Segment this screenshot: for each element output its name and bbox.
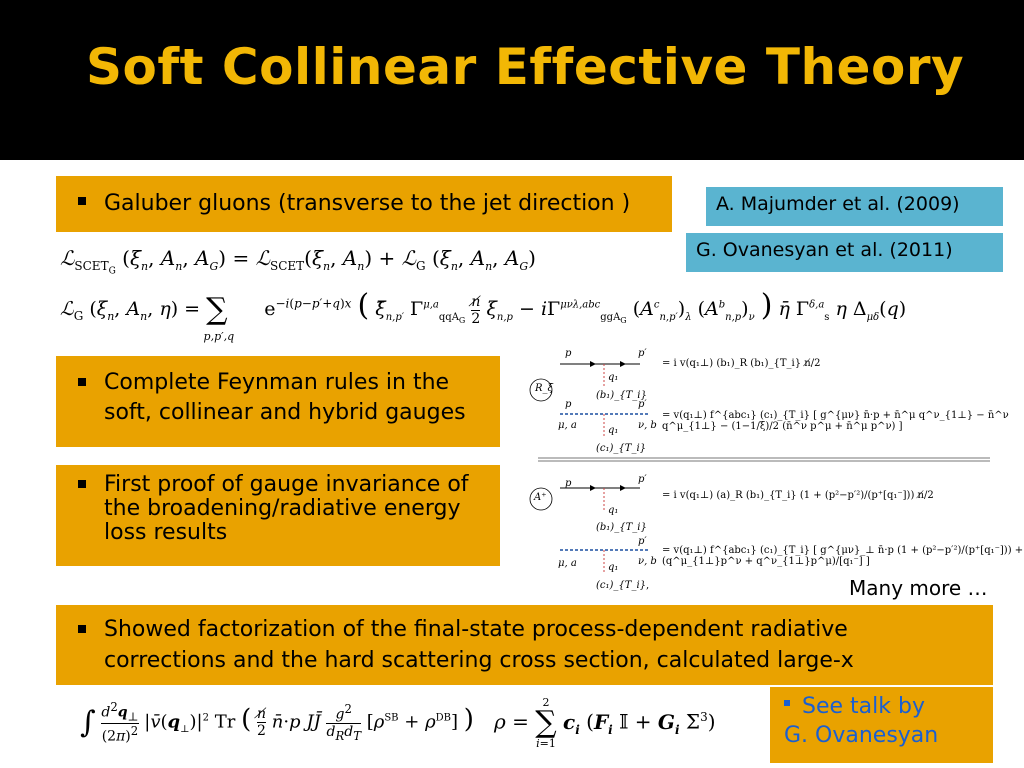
reference-majumder: A. Majumder et al. (2009)	[706, 187, 1003, 226]
label-q1-4: q₁	[608, 562, 619, 573]
glauber-bullet-text: Galuber gluons (transverse to the jet di…	[104, 191, 631, 216]
factorization-bullet-text: Showed factorization of the final-state …	[104, 617, 854, 673]
label-p-2: p	[565, 399, 572, 410]
bullet-icon	[78, 625, 86, 633]
bullet-icon	[78, 480, 86, 488]
label-p-1: p	[565, 348, 572, 359]
bottom-integral-equation: ∫ d2q⊥ (2π)2 |v̄(q⊥)|2 Tr ( n̸ 2 n̄·p JJ̄ …	[80, 700, 474, 746]
bullet-icon	[78, 197, 86, 205]
rule-2: = v(q₁⊥) f^{abc₁} (c₁)_{T_i} [ g^{μν} n̄…	[662, 410, 1009, 432]
gauge-bullet-text: First proof of gauge invariance of the b…	[104, 472, 469, 546]
lagrangian-total-equation: ℒSCETG (ξn, An, AG) = ℒSCET(ξn, An) + ℒG…	[60, 246, 536, 277]
title-bar: Soft Collinear Effective Theory	[0, 0, 1024, 160]
reference-ovanesyan: G. Ovanesyan et al. (2011)	[686, 233, 1003, 272]
see-talk-box: See talk by G. Ovanesyan	[770, 687, 993, 763]
feynman-bullet-text: Complete Feynman rules in the soft, coll…	[104, 370, 466, 425]
slide-title: Soft Collinear Effective Theory	[86, 38, 965, 96]
label-q1-1: q₁	[608, 372, 619, 383]
label-nub-2: ν, b	[638, 556, 657, 567]
many-more-text: Many more …	[849, 576, 988, 600]
label-q1-3: q₁	[608, 505, 619, 516]
gauge-circle-rxi	[529, 378, 553, 402]
label-pprime-2: p′	[638, 399, 647, 410]
rule-4: = v(q₁⊥) f^{abc₁} (c₁)_{T_i} [ g^{μν}_⊥ …	[662, 545, 1024, 567]
rule-1: = i v(q₁⊥) (b₁)_R (b₁)_{T_i} n̸/2	[662, 358, 821, 369]
label-p-3: p	[565, 478, 572, 489]
feynman-diagrams	[529, 361, 990, 574]
gauge-label-rxi: R_ξ	[535, 383, 554, 394]
label-mua-1: μ, a	[558, 420, 577, 431]
label-pprime-4: p′	[638, 536, 647, 547]
label-b1-2: (b₁)_{T_i}	[596, 522, 647, 533]
gauge-label-aplus: A⁺	[534, 492, 547, 503]
arrow-1	[590, 361, 596, 367]
label-c1-2: (c₁)_{T_i}	[596, 580, 647, 591]
arrow-4	[620, 485, 626, 491]
label-pprime-3: p′	[638, 474, 647, 485]
label-c1-1: (c₁)_{T_i}	[596, 443, 647, 454]
gauge-invariance-box: First proof of gauge invariance of the b…	[56, 465, 500, 566]
see-talk-line1: See talk by	[802, 694, 925, 719]
factorization-box: Showed factorization of the final-state …	[56, 605, 993, 685]
label-comma: ,	[646, 580, 650, 591]
arrow-2	[620, 361, 626, 367]
label-b1-1: (b₁)_{T_i}	[596, 390, 647, 401]
bullet-icon	[78, 378, 86, 386]
label-mua-2: μ, a	[558, 558, 577, 569]
gauge-circle-aplus	[529, 487, 553, 511]
glauber-bullet-box: Galuber gluons (transverse to the jet di…	[56, 176, 672, 232]
lagrangian-glauber-equation: ℒG (ξn, An, η) = ∑p,p′,q e−i(p−p′+q)x ( …	[60, 288, 907, 343]
label-pprime-1: p′	[638, 348, 647, 359]
bullet-icon	[784, 700, 790, 706]
rho-equation: ρ = 2 ∑ i=1 ci (Fi 𝕀 + Gi Σ3)	[494, 696, 716, 750]
arrow-3	[590, 485, 596, 491]
see-talk-line2: G. Ovanesyan	[784, 722, 939, 748]
rule-3: = i v(q₁⊥) (a)_R (b₁)_{T_i} (1 + (p²−p′²…	[662, 490, 934, 501]
label-nub-1: ν, b	[638, 420, 657, 431]
feynman-rules-box: Complete Feynman rules in the soft, coll…	[56, 356, 500, 447]
label-q1-2: q₁	[608, 425, 619, 436]
